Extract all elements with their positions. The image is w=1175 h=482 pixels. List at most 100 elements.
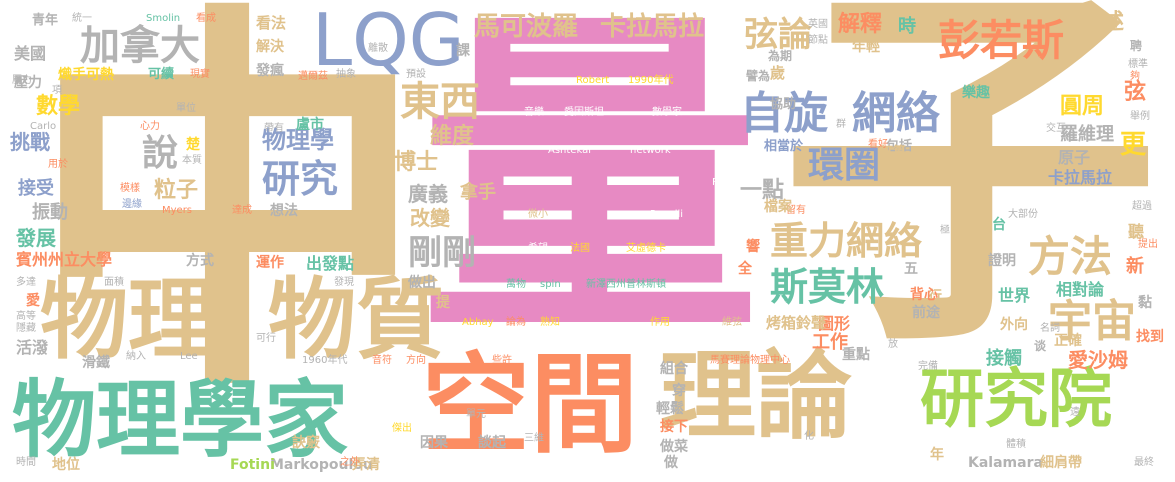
- word: 盧市: [296, 117, 324, 133]
- word: 極: [940, 225, 950, 236]
- word: 細肩帶: [1040, 455, 1082, 471]
- word: 空間: [422, 343, 639, 468]
- word: 舉例: [1130, 111, 1150, 122]
- word: 新: [1126, 256, 1144, 277]
- word: 提: [436, 295, 450, 311]
- word: 壓力: [14, 75, 42, 91]
- word: 解決: [256, 39, 284, 55]
- word: 組合: [660, 361, 688, 377]
- word: 大部份: [1008, 209, 1038, 220]
- word: 外向: [1000, 317, 1028, 333]
- word: 單位: [176, 103, 196, 114]
- word: 自旋: [740, 88, 828, 139]
- word: spin: [540, 279, 561, 290]
- word: 達成: [232, 205, 252, 216]
- word: 出發點: [306, 254, 355, 273]
- word: 之外: [340, 457, 360, 468]
- word: 維度: [430, 124, 475, 149]
- word: 三維: [524, 433, 544, 444]
- word: Robert: [576, 75, 610, 86]
- word: 剛剛: [408, 233, 476, 273]
- word: 物理學: [262, 126, 334, 154]
- word: 1960年代: [302, 355, 348, 366]
- word: 離散: [368, 43, 388, 54]
- word: 接觸: [986, 348, 1022, 369]
- word: 壓力: [12, 75, 32, 86]
- word: 相對論: [1056, 280, 1105, 299]
- word: 物質: [268, 268, 445, 371]
- word: 統一: [72, 13, 92, 24]
- word: 隱藏: [16, 323, 36, 334]
- word: 挑戰: [10, 130, 50, 154]
- word: 世界: [998, 286, 1031, 305]
- word: 加拿大: [80, 23, 200, 69]
- word: 行: [928, 289, 942, 305]
- word: 最終: [1134, 457, 1154, 468]
- word: Myers: [162, 205, 193, 216]
- word: 看好: [868, 139, 888, 150]
- word: 正確: [1054, 333, 1082, 349]
- word: 模樣: [120, 183, 140, 194]
- word: 放: [888, 339, 898, 350]
- word: 項: [52, 85, 62, 96]
- word: 馬賽理論物理中心: [710, 355, 790, 366]
- word: 職位: [1000, 148, 1033, 167]
- word: 卡拉馬拉: [600, 12, 705, 42]
- word: 前途: [912, 305, 940, 321]
- word: 台: [992, 217, 1006, 233]
- word: 輕鬆: [656, 401, 684, 417]
- word: 邊緣: [122, 199, 142, 210]
- word: Smolin: [146, 13, 181, 24]
- word: 時: [898, 16, 916, 37]
- word: 為期: [768, 49, 793, 63]
- word: 節點: [808, 35, 828, 46]
- word: 樂趣: [962, 85, 990, 101]
- word: 法國: [570, 243, 590, 254]
- word: 理論: [660, 340, 852, 452]
- word: 楚: [186, 137, 200, 153]
- word: 地位: [52, 457, 80, 473]
- word: 子: [780, 0, 1160, 392]
- word: 拿手: [460, 182, 496, 203]
- word: LQG: [312, 0, 465, 82]
- word: 接受: [18, 178, 54, 199]
- word: 熾手可熱: [58, 67, 114, 83]
- word: 面積: [104, 277, 124, 288]
- word: 本質: [182, 155, 202, 166]
- word: 納入: [126, 351, 146, 362]
- word: 維弦: [722, 317, 742, 328]
- word: 愛因斯坦: [564, 107, 604, 118]
- word: 音符: [372, 355, 392, 366]
- word: 提出: [1138, 239, 1158, 250]
- word: 化: [804, 431, 814, 442]
- word: 聽: [1128, 222, 1145, 241]
- word: Markopoulou: [270, 457, 373, 473]
- word: 青年: [32, 13, 59, 28]
- word: 用於: [48, 159, 68, 170]
- word: 留有: [786, 205, 806, 216]
- word: 卡拉馬拉: [1048, 168, 1113, 187]
- word: 抽象: [336, 69, 356, 80]
- word: 多達: [16, 277, 36, 288]
- word: 新澤西州普林斯頓: [586, 279, 666, 290]
- word: 數學: [36, 94, 81, 119]
- word: 熟知: [540, 317, 560, 328]
- word: Carlo: [30, 121, 57, 132]
- word: 滑鐵: [82, 355, 110, 371]
- word: 想法: [270, 203, 298, 219]
- word: Rovelli: [650, 209, 684, 220]
- word: 做出: [408, 275, 436, 291]
- word: 因果: [420, 435, 448, 451]
- word: 環圈: [808, 145, 881, 186]
- word: 些許: [492, 355, 512, 366]
- word: 群: [836, 119, 846, 130]
- word: 斯莫林: [770, 265, 885, 309]
- word: 微小: [528, 209, 548, 220]
- word: 高等: [16, 311, 36, 322]
- word: 音樂: [524, 107, 544, 118]
- word: 發瘋: [256, 63, 284, 79]
- word: 東西: [400, 79, 480, 125]
- word: 年: [930, 447, 944, 463]
- word: 振動: [32, 202, 68, 223]
